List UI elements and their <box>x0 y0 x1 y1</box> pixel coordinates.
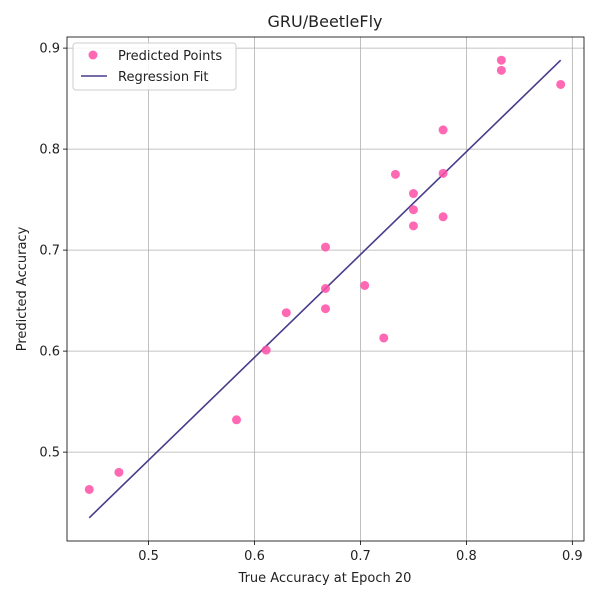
data-point <box>496 55 506 65</box>
data-point <box>321 304 330 314</box>
legend-marker-points <box>88 50 98 60</box>
data-point <box>379 333 389 343</box>
x-tick-label: 0.8 <box>456 549 477 564</box>
grid-lines <box>67 37 584 541</box>
data-point <box>261 345 271 355</box>
y-tick-label: 0.5 <box>39 446 60 461</box>
data-point <box>232 415 242 425</box>
data-point <box>84 484 94 494</box>
legend-label-points: Predicted Points <box>118 49 222 64</box>
plot-frame <box>66 36 585 542</box>
data-point <box>556 79 566 89</box>
y-tick-label: 0.6 <box>39 345 60 360</box>
data-point <box>408 221 418 231</box>
x-axis-ticks: 0.5 0.6 0.7 0.8 0.9 <box>138 541 583 564</box>
data-point <box>390 169 400 179</box>
y-tick-label: 0.9 <box>39 42 60 57</box>
data-point <box>496 65 506 75</box>
y-tick-label: 0.8 <box>39 143 60 158</box>
x-tick-label: 0.7 <box>350 549 371 564</box>
data-point <box>438 125 448 135</box>
legend-box <box>72 42 237 91</box>
chart-title: GRU/BeetleFly <box>268 12 383 31</box>
x-tick-label: 0.6 <box>244 549 265 564</box>
data-point <box>438 212 448 222</box>
data-point <box>281 308 291 318</box>
data-point <box>114 467 124 477</box>
data-point <box>321 283 330 293</box>
legend: Predicted Points Regression Fit <box>72 42 237 91</box>
data-point <box>408 189 418 199</box>
x-axis-label: True Accuracy at Epoch 20 <box>238 571 412 586</box>
predicted-points <box>84 55 566 494</box>
data-point <box>360 280 370 290</box>
x-tick-label: 0.9 <box>562 549 583 564</box>
data-point <box>408 205 418 215</box>
data-point <box>321 242 330 252</box>
legend-label-fit: Regression Fit <box>118 70 208 85</box>
x-tick-label: 0.5 <box>138 549 159 564</box>
y-axis-label: Predicted Accuracy <box>15 226 30 351</box>
y-axis-ticks: 0.5 0.6 0.7 0.8 0.9 <box>39 42 67 461</box>
y-tick-label: 0.7 <box>39 244 60 259</box>
data-point <box>438 168 448 178</box>
